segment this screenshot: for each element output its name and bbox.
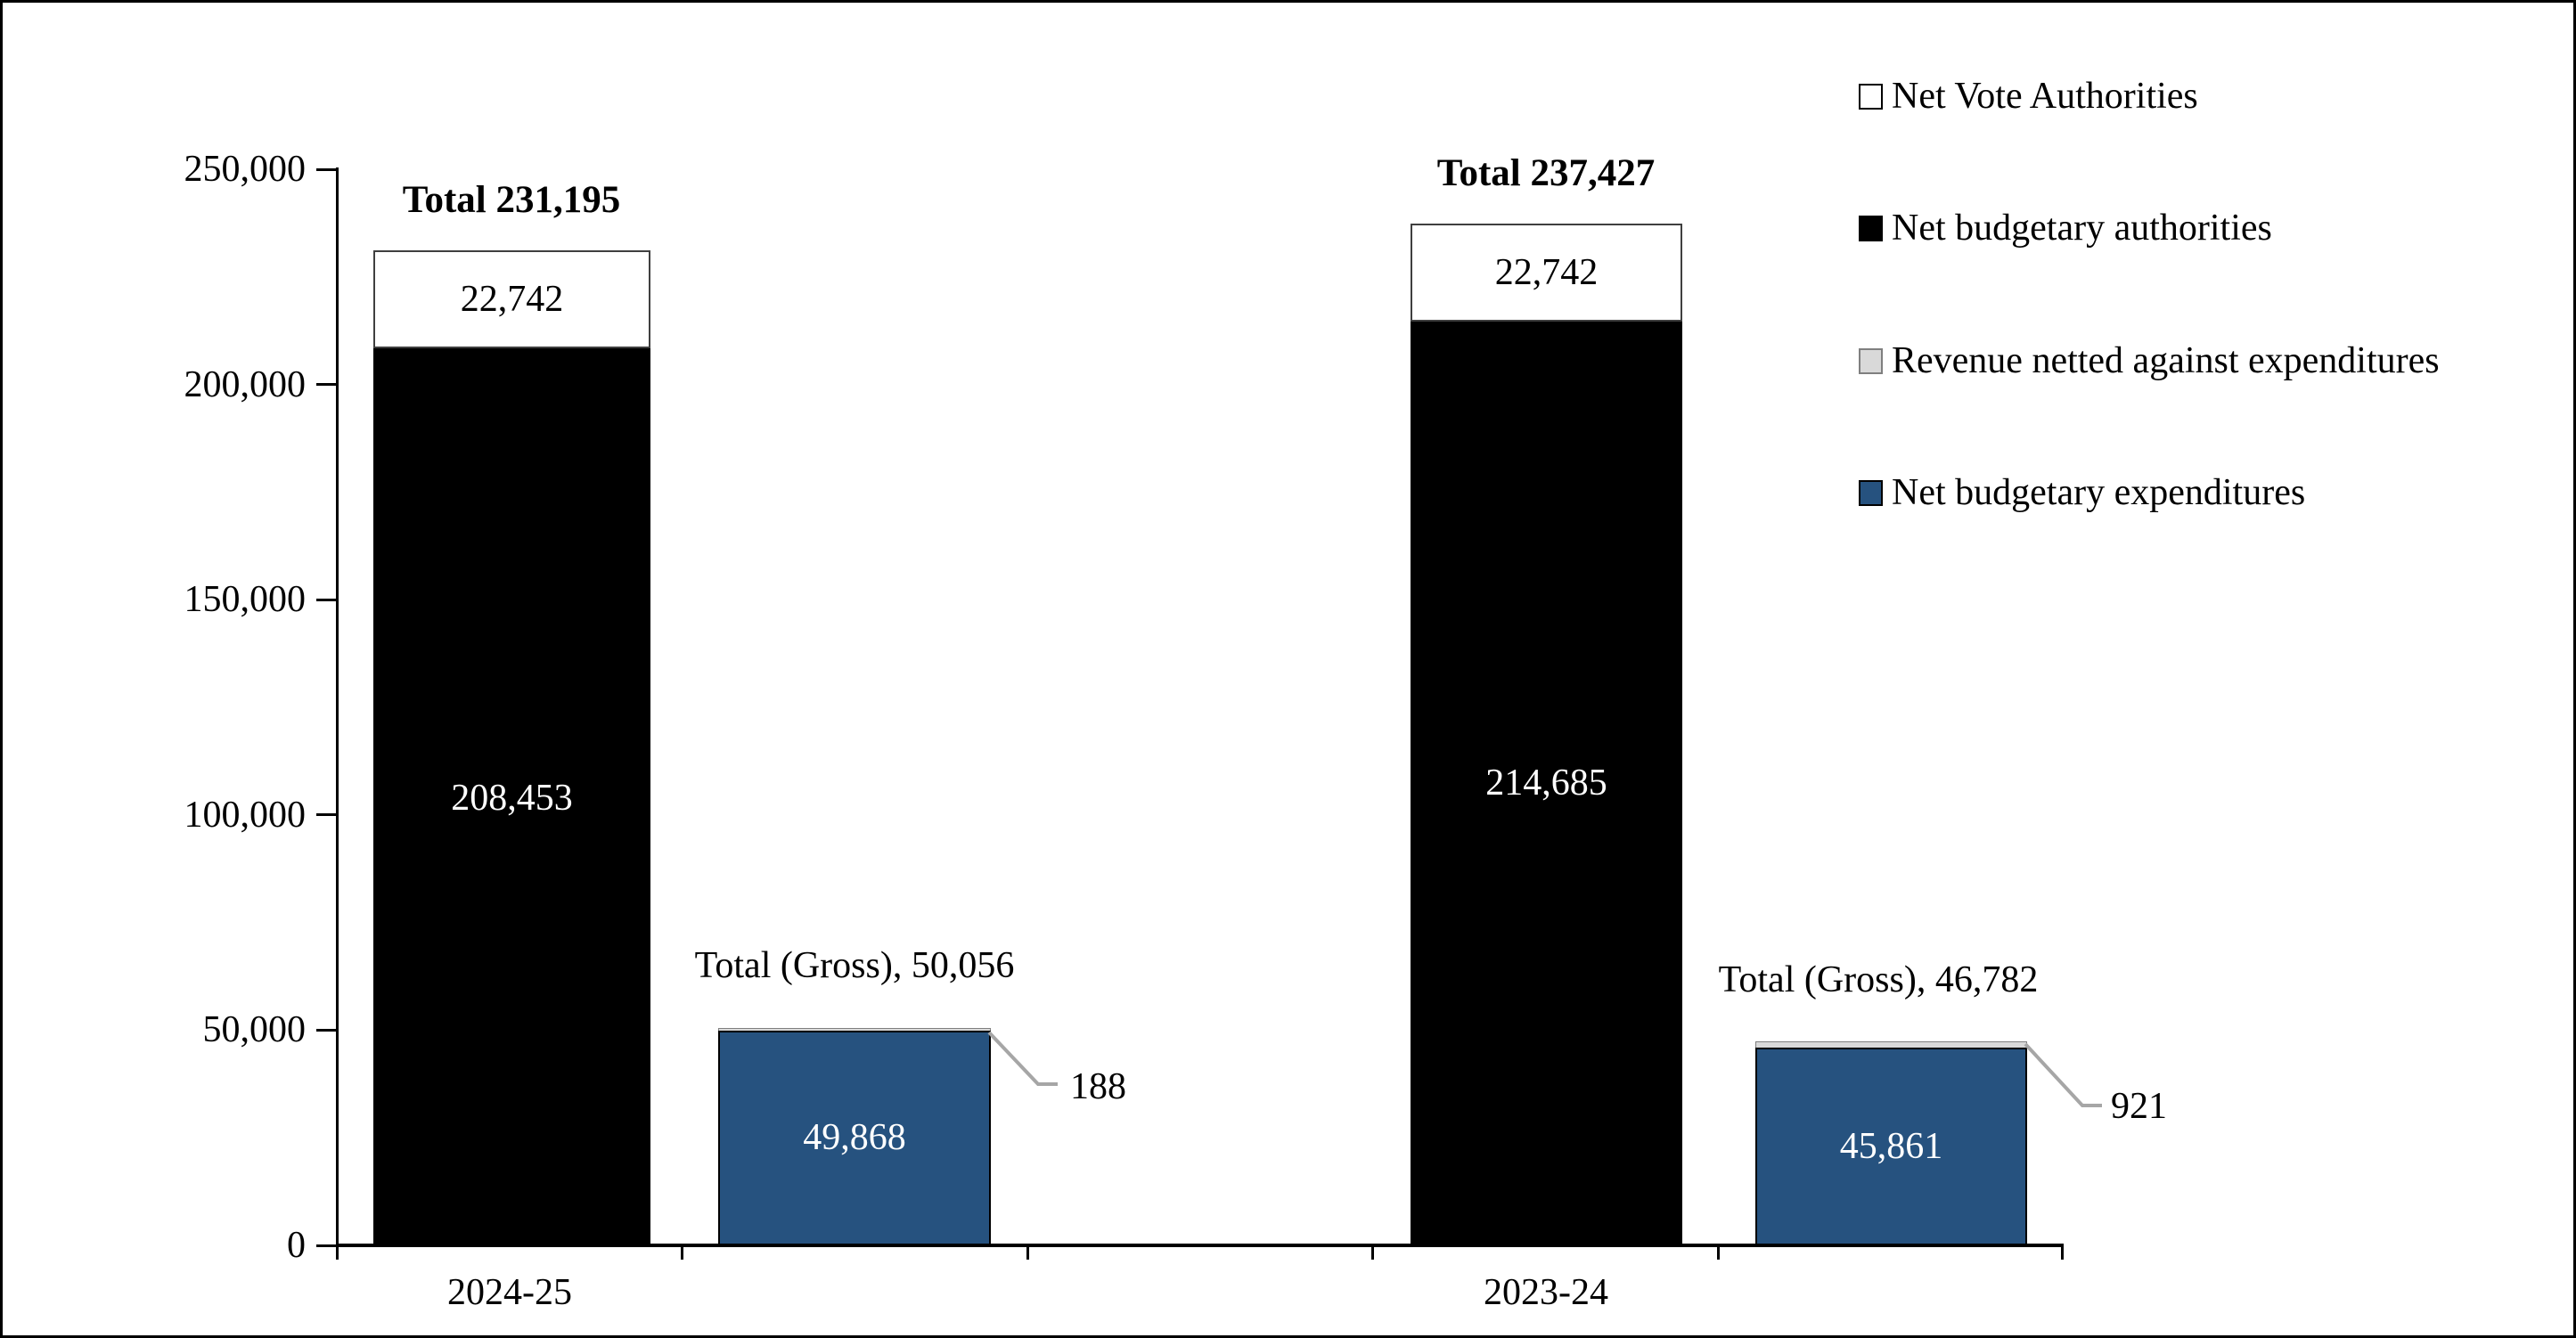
y-axis-tick-label: 200,000	[184, 364, 307, 405]
data-label-net-budgetary-authorities-2024-25: 208,453	[451, 778, 573, 819]
total-label-2023-24: Total 237,427	[1436, 152, 1656, 194]
y-axis-tick-label: 150,000	[184, 579, 307, 620]
y-axis-tick	[316, 1029, 336, 1032]
legend-swatch-black-icon	[1859, 215, 1883, 241]
legend-item-net-budgetary-authorities: Net budgetary authorities	[1859, 203, 2272, 253]
legend-label: Net Vote Authorities	[1892, 76, 2198, 117]
total-gross-label-2024-25: Total (Gross), 50,056	[694, 945, 1015, 986]
legend-item-net-budgetary-expenditures: Net budgetary expenditures	[1859, 468, 2305, 518]
y-axis-tick-label: 250,000	[184, 149, 307, 190]
y-axis-tick	[316, 813, 336, 816]
y-axis-tick-label: 100,000	[184, 795, 307, 836]
legend-item-revenue-netted: Revenue netted against expenditures	[1859, 336, 2440, 386]
x-axis-tick	[1026, 1247, 1029, 1260]
legend-swatch-gray-icon	[1859, 347, 1883, 374]
total-label-2024-25: Total 231,195	[402, 179, 621, 221]
y-axis-tick	[316, 599, 336, 601]
data-label-net-budgetary-expenditures-2024-25: 49,868	[803, 1117, 906, 1158]
legend-label: Revenue netted against expenditures	[1892, 340, 2440, 381]
data-label-net-budgetary-authorities-2023-24: 214,685	[1485, 763, 1607, 804]
y-axis-tick	[316, 1244, 336, 1247]
legend-swatch-blue-icon	[1859, 479, 1883, 506]
x-axis-tick	[336, 1247, 339, 1260]
x-axis-tick	[2061, 1247, 2064, 1260]
x-axis-category-label: 2024-25	[447, 1272, 572, 1313]
y-axis-tick	[316, 168, 336, 171]
leader-line-921	[2024, 1042, 2102, 1107]
x-axis-tick	[1717, 1247, 1720, 1260]
data-label-net-budgetary-expenditures-2023-24: 45,861	[1839, 1126, 1943, 1167]
leader-lines	[987, 1031, 2102, 1107]
bar-segment-net-vote-authorities-2023-24	[1411, 224, 1682, 322]
data-label-net-vote-authorities-2023-24: 22,742	[1494, 252, 1599, 293]
bar-segment-net-budgetary-authorities-2023-24	[1411, 322, 1682, 1245]
total-gross-label-2023-24: Total (Gross), 46,782	[1718, 959, 2039, 1000]
bar-segment-net-budgetary-expenditures-2024-25	[718, 1031, 991, 1245]
x-axis-tick	[681, 1247, 683, 1260]
y-axis-tick	[316, 383, 336, 386]
legend-label: Net budgetary authorities	[1892, 208, 2272, 249]
legend-label: Net budgetary expenditures	[1892, 472, 2306, 513]
bar-segment-net-budgetary-expenditures-2023-24	[1755, 1048, 2027, 1245]
y-axis-tick-label: 0	[287, 1225, 306, 1266]
x-axis-tick	[1371, 1247, 1374, 1260]
data-label-net-vote-authorities-2024-25: 22,742	[460, 279, 564, 320]
callout-label-revenue-2024-25: 188	[1070, 1066, 1126, 1107]
y-axis-tick-label: 50,000	[202, 1009, 307, 1050]
x-axis-line	[336, 1244, 2064, 1247]
leader-line-188	[987, 1031, 1058, 1086]
callout-label-revenue-2023-24: 921	[2111, 1086, 2167, 1127]
y-axis-line	[336, 167, 339, 1247]
x-axis-category-label: 2023-24	[1484, 1272, 1608, 1313]
legend-swatch-white-icon	[1859, 83, 1883, 110]
legend-item-net-vote-authorities: Net Vote Authorities	[1859, 71, 2198, 121]
bar-segment-net-budgetary-authorities-2024-25	[373, 348, 650, 1245]
bar-segment-net-vote-authorities-2024-25	[373, 250, 650, 348]
